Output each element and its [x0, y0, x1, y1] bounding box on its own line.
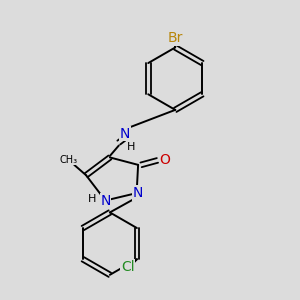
- Text: H: H: [88, 194, 96, 204]
- Text: Br: Br: [168, 31, 183, 45]
- Text: H: H: [127, 142, 135, 152]
- Text: CH₃: CH₃: [59, 154, 77, 164]
- Text: N: N: [133, 186, 143, 200]
- Text: N: N: [119, 127, 130, 141]
- Text: Cl: Cl: [121, 260, 135, 274]
- Text: N: N: [100, 194, 111, 208]
- Text: O: O: [159, 153, 170, 167]
